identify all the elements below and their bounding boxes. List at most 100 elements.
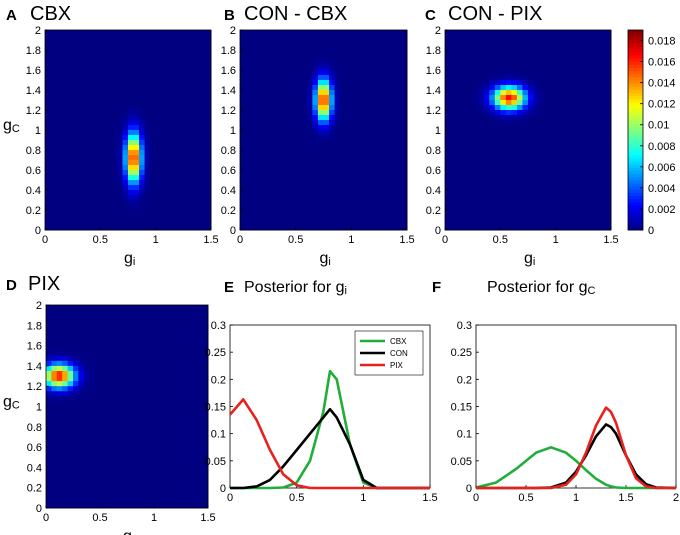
heatmap-cell [100,411,106,418]
heatmap-cell [340,220,347,226]
heatmap-cell [164,457,171,463]
heatmap-cell [577,150,584,156]
heatmap-cell [384,95,391,101]
heatmap-cell [72,70,79,76]
heatmap-cell [121,442,128,448]
heatmap-cell [159,492,166,499]
heatmap-cell [561,225,568,231]
heatmap-cell [273,115,280,121]
panel-b-y-tick-label: 1.8 [221,45,236,57]
heatmap-cell [56,365,63,372]
heatmap-cell [467,110,474,116]
heatmap-cell [100,45,107,51]
heatmap-cell [605,145,612,151]
heatmap-cell [191,452,198,458]
heatmap-cell [489,195,496,201]
heatmap-cell [528,30,534,36]
heatmap-cell [191,447,198,453]
heatmap-cell [89,45,96,51]
heatmap-cell [62,452,68,458]
heatmap-cell [194,65,201,71]
heatmap-cell [240,160,246,166]
panel-a-y-axis-label-main: g [3,117,12,134]
heatmap-cell [177,125,184,131]
heatmap-cell [351,95,358,101]
heatmap-cell [56,467,63,473]
heatmap-cell [539,65,545,71]
heatmap-cell [94,320,101,326]
heatmap-cell [78,90,85,96]
heatmap-cell [334,135,341,141]
heatmap-cell [132,477,139,484]
heatmap-cell [445,85,451,91]
heatmap-cell [594,155,601,161]
heatmap-cell [197,406,203,412]
heatmap-cell [373,50,380,56]
heatmap-cell [94,190,101,196]
heatmap-cell [46,411,52,418]
heatmap-cell [67,421,74,428]
heatmap-cell [159,370,166,377]
heatmap-cell [599,165,606,171]
heatmap-cell [295,45,302,51]
heatmap-cell [83,70,90,76]
heatmap-cell [56,431,63,438]
heatmap-cell [539,95,545,101]
heatmap-cell [89,205,96,211]
heatmap-cell [121,462,128,468]
heatmap-cell [105,190,112,196]
heatmap-cell [105,115,112,121]
heatmap-cell [450,155,457,161]
heatmap-cell [401,200,408,206]
heatmap-cell [555,60,562,66]
heatmap-cell [384,160,391,166]
heatmap-cell [78,360,85,367]
heatmap-cell [494,215,501,221]
heatmap-cell [166,180,173,186]
heatmap-cell [205,180,212,186]
heatmap-cell [161,145,168,151]
heatmap-cell [555,180,562,186]
heatmap-cell [329,35,336,41]
heatmap-cell [516,105,523,111]
heatmap-cell [340,210,347,216]
heatmap-cell [290,105,297,111]
heatmap-cell [155,135,162,141]
heatmap-cell [528,85,534,91]
heatmap-cell [133,140,140,146]
heatmap-cell [312,120,319,126]
heatmap-cell [143,416,149,423]
heatmap-cell [583,170,590,176]
heatmap-cell [78,340,85,346]
heatmap-cell [445,40,451,46]
heatmap-cell [100,325,106,331]
heatmap-cell [175,467,182,473]
heatmap-cell [494,135,501,141]
heatmap-cell [105,376,112,382]
heatmap-cell [251,130,258,136]
heatmap-cell [368,55,374,61]
heatmap-cell [456,150,462,156]
heatmap-cell [566,120,573,126]
heatmap-cell [472,135,479,141]
heatmap-cell [175,482,182,489]
heatmap-cell [61,140,68,146]
heatmap-cell [116,340,122,346]
heatmap-cell [522,130,529,136]
heatmap-cell [186,406,193,412]
heatmap-cell [89,467,95,473]
heatmap-cell [181,360,187,367]
heatmap-cell [461,60,468,66]
heatmap-cell [205,80,212,86]
heatmap-cell [577,100,584,106]
heatmap-cell [166,40,173,46]
heatmap-cell [205,210,212,216]
heatmap-cell [62,426,68,433]
heatmap-cell [317,85,324,91]
heatmap-cell [533,185,540,191]
heatmap-cell [205,190,212,196]
heatmap-cell [143,482,149,489]
heatmap-cell [122,60,129,66]
heatmap-cell [516,220,523,226]
heatmap-cell [605,205,612,211]
